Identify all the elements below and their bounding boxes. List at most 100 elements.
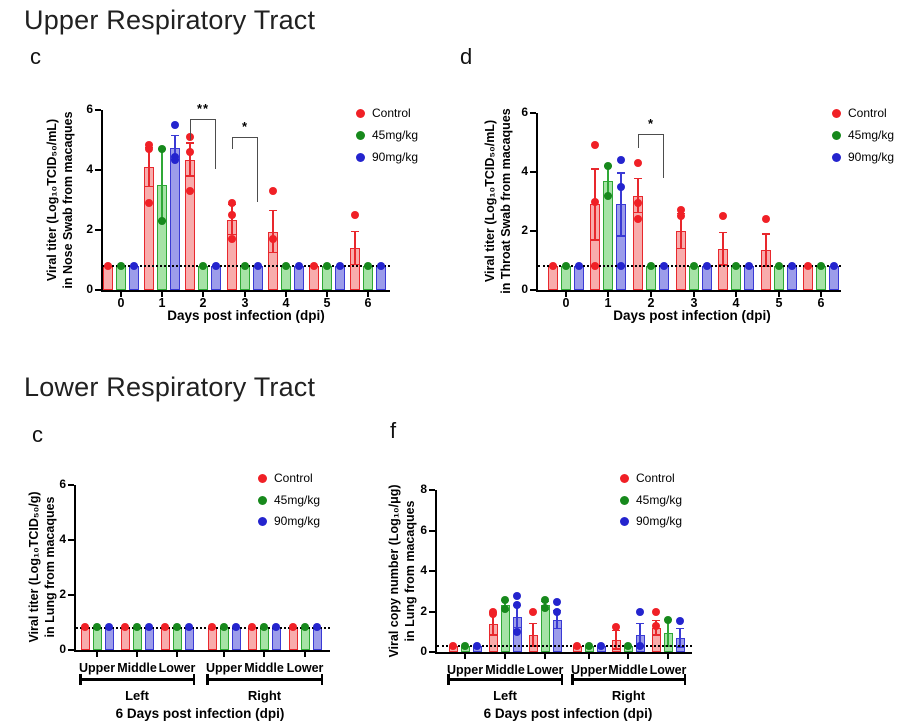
significance-label: * <box>647 115 655 131</box>
error-bar-line <box>189 143 191 176</box>
error-bar-cap <box>634 177 642 180</box>
x-category-label: 1 <box>604 296 612 310</box>
significance-bracket-leg <box>232 137 234 149</box>
legend-label: 90mg/kg <box>848 150 895 164</box>
data-point <box>228 235 236 243</box>
x-axis <box>536 290 841 292</box>
legend-dot <box>620 495 629 505</box>
error-bar-cap <box>677 247 685 250</box>
error-bar-line <box>679 628 681 647</box>
y-tick <box>530 289 536 291</box>
data-point <box>501 605 509 614</box>
error-bar-cap <box>612 648 620 650</box>
axis-group-bracket-cap <box>447 673 450 685</box>
error-bar-line <box>272 210 274 253</box>
x-category-label: 5 <box>323 296 331 310</box>
data-point <box>634 215 642 224</box>
data-point <box>158 145 166 153</box>
y-tick-label: 4 <box>86 162 93 176</box>
data-point <box>575 262 583 271</box>
data-point <box>254 262 262 270</box>
y-tick <box>68 594 74 596</box>
error-bar-cap <box>513 626 521 629</box>
x-tick <box>263 652 265 657</box>
x-category-label: 3 <box>241 296 249 310</box>
error-bar-line <box>722 232 724 265</box>
y-tick <box>68 649 74 651</box>
error-bar-cap <box>591 168 599 170</box>
x-axis-title: Days post infection (dpi) <box>167 308 325 323</box>
error-bar-line <box>532 623 534 646</box>
data-point <box>145 140 153 149</box>
error-bar-cap <box>553 627 561 630</box>
error-bar-cap <box>351 263 359 266</box>
x-category-label: 2 <box>647 296 655 310</box>
data-point <box>604 191 612 200</box>
error-bar-cap <box>719 264 727 266</box>
baseline-dotted-line <box>76 627 330 629</box>
x-tick <box>735 292 737 297</box>
error-bar-cap <box>186 175 194 177</box>
y-tick <box>95 169 101 171</box>
x-category-label: 1 <box>158 296 166 310</box>
y-tick <box>68 539 74 541</box>
error-bar-cap <box>676 646 684 648</box>
axis-group-bracket <box>447 678 563 681</box>
data-point <box>634 198 642 207</box>
x-tick <box>244 292 246 297</box>
data-point <box>133 623 141 632</box>
data-point <box>186 148 194 156</box>
data-point <box>573 641 581 650</box>
data-point <box>624 641 632 650</box>
data-point <box>830 262 838 271</box>
x-tick <box>304 652 306 657</box>
data-point <box>553 607 561 616</box>
error-bar-line <box>639 623 641 646</box>
x-tick <box>176 652 178 657</box>
y-tick <box>530 171 536 173</box>
data-point <box>591 262 599 271</box>
error-bar-cap <box>612 629 620 632</box>
y-tick <box>530 112 536 114</box>
panel-label-lower-f: f <box>390 418 397 443</box>
data-point <box>323 262 331 270</box>
y-axis <box>101 110 103 290</box>
y-axis-title: in Throat Swab from macaques <box>499 108 513 294</box>
legend-dot <box>620 474 629 483</box>
legend-label: Control <box>274 471 313 485</box>
x-tick <box>120 292 122 297</box>
data-point <box>636 607 644 616</box>
data-point <box>804 262 812 271</box>
y-tick-label: 0 <box>420 644 427 658</box>
error-bar-cap <box>591 239 599 241</box>
data-point <box>232 623 240 632</box>
data-point <box>145 623 153 632</box>
data-point <box>553 598 561 607</box>
data-point <box>513 627 521 636</box>
axis-group-bracket-cap <box>560 673 563 685</box>
error-bar-cap <box>228 233 236 236</box>
data-point <box>171 121 179 129</box>
data-point <box>732 262 740 271</box>
y-tick <box>429 529 435 532</box>
error-bar-cap <box>269 209 277 212</box>
legend-label: 45mg/kg <box>636 492 683 507</box>
y-tick-label: 4 <box>59 532 66 546</box>
data-point <box>660 262 668 271</box>
error-bar-cap <box>676 627 684 630</box>
significance-bracket <box>190 119 216 120</box>
data-point <box>775 262 783 271</box>
data-point <box>248 623 256 632</box>
data-point <box>145 145 153 153</box>
error-bar-line <box>556 610 558 629</box>
data-point <box>228 199 236 207</box>
baseline-dotted-line <box>538 265 841 268</box>
y-axis-title: in Lung from macaques <box>403 500 417 642</box>
error-bar-line <box>516 605 518 628</box>
data-point <box>145 199 153 207</box>
y-axis-title: in Lung from macaques <box>43 496 57 638</box>
group-label: Left <box>493 688 517 703</box>
data-point <box>449 641 457 650</box>
y-tick-label: 0 <box>86 282 93 296</box>
